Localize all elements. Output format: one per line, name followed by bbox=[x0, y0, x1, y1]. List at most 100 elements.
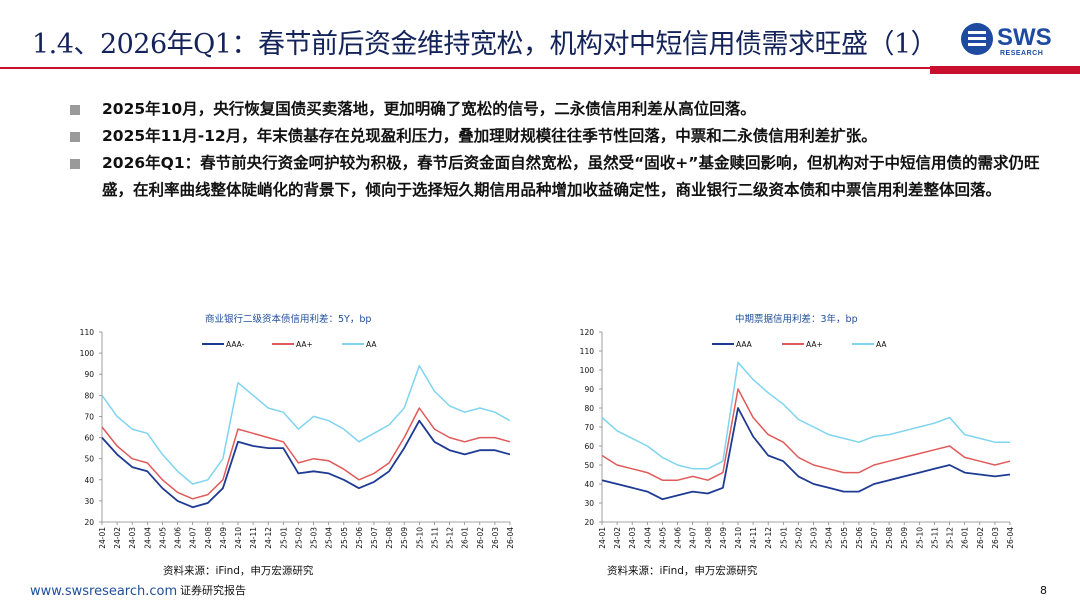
x-tick-label: 25-01 bbox=[279, 527, 288, 549]
y-tick-label: 80 bbox=[84, 391, 94, 400]
legend-label: AA bbox=[876, 340, 887, 349]
x-tick-label: 25-12 bbox=[446, 527, 455, 549]
x-tick-label: 25-07 bbox=[370, 527, 379, 549]
bullet-item: 2025年10月，央行恢复国债买卖落地，更加明确了宽松的信号，二永债信用利差从高… bbox=[70, 96, 1070, 123]
x-tick-label: 25-05 bbox=[340, 527, 349, 549]
x-tick-label: 26-04 bbox=[1006, 527, 1015, 549]
y-tick-label: 100 bbox=[580, 366, 595, 375]
x-tick-label: 24-09 bbox=[219, 527, 228, 549]
x-tick-label: 26-03 bbox=[491, 527, 500, 549]
x-tick-label: 26-04 bbox=[506, 527, 515, 549]
x-tick-label: 24-01 bbox=[598, 527, 607, 549]
x-tick-label: 24-04 bbox=[143, 527, 152, 549]
x-tick-label: 26-02 bbox=[976, 527, 985, 549]
x-tick-label: 24-02 bbox=[113, 527, 122, 549]
x-tick-label: 24-12 bbox=[764, 527, 773, 549]
y-tick-label: 70 bbox=[584, 423, 594, 432]
x-tick-label: 24-03 bbox=[628, 527, 637, 549]
legend-label: AAA bbox=[736, 340, 753, 349]
x-tick-label: 25-11 bbox=[430, 527, 439, 549]
x-tick-label: 25-06 bbox=[355, 527, 364, 549]
bullet-text: 2025年10月，央行恢复国债买卖落地，更加明确了宽松的信号，二永债信用利差从高… bbox=[102, 100, 756, 118]
sws-logo-icon bbox=[961, 23, 993, 55]
x-tick-label: 25-09 bbox=[400, 527, 409, 549]
x-tick-label: 24-03 bbox=[128, 527, 137, 549]
y-tick-label: 20 bbox=[584, 518, 594, 527]
x-tick-label: 24-12 bbox=[264, 527, 273, 549]
x-tick-label: 25-01 bbox=[779, 527, 788, 549]
x-tick-label: 24-05 bbox=[158, 527, 167, 549]
square-bullet-icon bbox=[70, 105, 80, 115]
series-line-AA bbox=[101, 365, 511, 485]
y-tick-label: 80 bbox=[584, 404, 594, 413]
y-tick-label: 20 bbox=[84, 518, 94, 527]
chart2-svg: 20 30 40 50 60 70 80 90 100 110 120 24-01 24-02 24-03… bbox=[580, 328, 1015, 549]
x-tick-label: 25-04 bbox=[825, 527, 834, 549]
square-bullet-icon bbox=[70, 132, 80, 142]
x-tick-label: 25-03 bbox=[310, 527, 319, 549]
x-tick-label: 24-06 bbox=[174, 527, 183, 549]
x-tick-label: 25-02 bbox=[794, 527, 803, 549]
x-tick-label: 24-02 bbox=[613, 527, 622, 549]
series-line-AAA bbox=[601, 407, 1011, 501]
y-tick-label: 40 bbox=[84, 476, 94, 485]
square-bullet-icon bbox=[70, 159, 80, 169]
y-tick-label: 110 bbox=[80, 328, 95, 337]
chart1-source: 资料来源：iFind，申万宏源研究 bbox=[163, 565, 314, 577]
series-line-AA bbox=[601, 361, 1010, 470]
x-tick-label: 24-01 bbox=[98, 527, 107, 549]
chart1-svg: 20 30 40 50 60 70 80 90 100 110 24-01 24-02 24-03 24-… bbox=[80, 328, 515, 549]
x-tick-label: 25-08 bbox=[885, 527, 894, 549]
x-tick-label: 24-11 bbox=[249, 527, 258, 549]
y-tick-label: 60 bbox=[84, 434, 94, 443]
x-tick-label: 24-08 bbox=[704, 527, 713, 549]
x-tick-label: 25-07 bbox=[870, 527, 879, 549]
logo-name: SWS bbox=[997, 24, 1052, 51]
x-tick-label: 24-05 bbox=[658, 527, 667, 549]
y-tick-label: 90 bbox=[84, 370, 94, 379]
y-tick-label: 30 bbox=[84, 497, 94, 506]
x-tick-label: 25-03 bbox=[810, 527, 819, 549]
footer-url[interactable]: www.swsresearch.com bbox=[30, 584, 178, 599]
y-tick-label: 110 bbox=[580, 347, 595, 356]
series-line-AA+ bbox=[101, 407, 511, 500]
x-tick-label: 25-09 bbox=[900, 527, 909, 549]
x-tick-label: 25-08 bbox=[385, 527, 394, 549]
y-tick-label: 50 bbox=[584, 461, 594, 470]
x-tick-label: 25-04 bbox=[325, 527, 334, 549]
chart2-title: 中期票据信用利差：3年，bp bbox=[735, 314, 858, 325]
y-tick-label: 50 bbox=[84, 455, 94, 464]
y-tick-label: 60 bbox=[584, 442, 594, 451]
x-tick-label: 25-05 bbox=[840, 527, 849, 549]
y-tick-label: 90 bbox=[584, 385, 594, 394]
bullet-item: 2026年Q1：春节前央行资金呵护较为积极，春节后资金面自然宽松，虽然受“固收+… bbox=[70, 150, 1070, 204]
series-line-AAA- bbox=[101, 419, 511, 509]
y-tick-label: 40 bbox=[584, 480, 594, 489]
x-tick-label: 24-10 bbox=[234, 527, 243, 549]
y-tick-label: 70 bbox=[84, 412, 94, 421]
y-tick-label: 100 bbox=[80, 349, 95, 358]
bullet-list: 2025年10月，央行恢复国债买卖落地，更加明确了宽松的信号，二永债信用利差从高… bbox=[70, 96, 1070, 204]
x-tick-label: 26-02 bbox=[476, 527, 485, 549]
x-tick-label: 25-12 bbox=[946, 527, 955, 549]
y-tick-label: 30 bbox=[584, 499, 594, 508]
x-tick-label: 24-11 bbox=[749, 527, 758, 549]
x-tick-label: 24-07 bbox=[189, 527, 198, 549]
x-tick-label: 24-09 bbox=[719, 527, 728, 549]
x-tick-label: 24-07 bbox=[689, 527, 698, 549]
logo-sub: RESEARCH bbox=[1000, 50, 1044, 57]
x-tick-label: 25-06 bbox=[855, 527, 864, 549]
legend-label: AA+ bbox=[296, 340, 313, 349]
x-tick-label: 25-11 bbox=[930, 527, 939, 549]
page-title: 1.4、2026年Q1：春节前后资金维持宽松，机构对中短信用债需求旺盛（1） bbox=[32, 29, 938, 60]
chart2-source: 资料来源：iFind，申万宏源研究 bbox=[607, 565, 758, 577]
legend-label: AA+ bbox=[806, 340, 823, 349]
y-tick-label: 120 bbox=[580, 328, 595, 337]
x-tick-label: 25-10 bbox=[415, 527, 424, 549]
x-tick-label: 24-04 bbox=[643, 527, 652, 549]
bullet-text: 2026年Q1：春节前央行资金呵护较为积极，春节后资金面自然宽松，虽然受“固收+… bbox=[102, 154, 1040, 199]
x-tick-label: 24-08 bbox=[204, 527, 213, 549]
page-number: 8 bbox=[1040, 584, 1047, 597]
bullet-item: 2025年11月-12月，年末债基存在兑现盈利压力，叠加理财规模往往季节性回落，… bbox=[70, 123, 1070, 150]
legend-label: AAA- bbox=[226, 340, 245, 349]
